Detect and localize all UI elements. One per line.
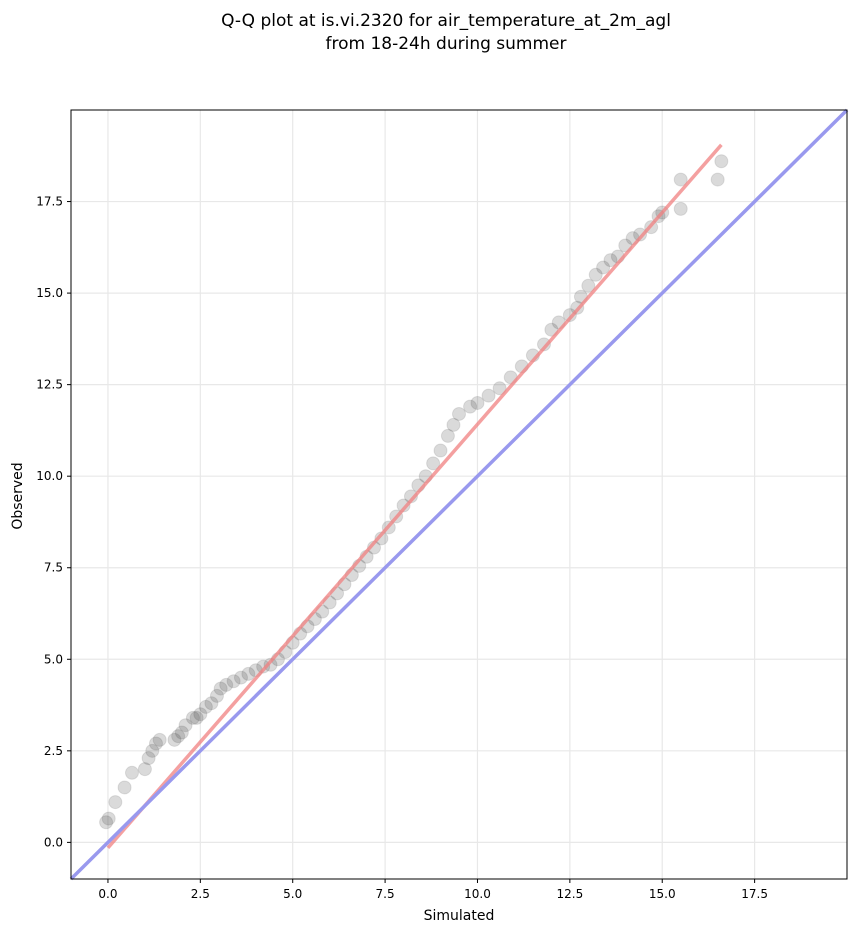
y-tick-label: 10.0 — [36, 469, 63, 483]
x-tick-label: 2.5 — [191, 887, 210, 901]
qq-point — [141, 751, 156, 766]
qq-point — [470, 395, 485, 410]
qq-point — [178, 718, 193, 733]
qq-point — [263, 657, 278, 672]
qq-point — [226, 674, 241, 689]
qq-point — [596, 260, 611, 275]
qq-point — [536, 337, 551, 352]
identity-line — [69, 108, 849, 881]
qq-point — [193, 707, 208, 722]
x-tick-label: 12.5 — [556, 887, 583, 901]
y-tick-label: 15.0 — [36, 286, 63, 300]
qq-point — [440, 428, 455, 443]
qq-point — [481, 388, 496, 403]
y-axis-label: Observed — [10, 462, 26, 529]
qq-point — [562, 308, 577, 323]
y-tick-label: 0.0 — [44, 835, 63, 849]
qq-point — [198, 699, 213, 714]
qq-point — [145, 743, 160, 758]
qq-point — [101, 811, 116, 826]
qq-point — [148, 736, 163, 751]
qq-point — [213, 681, 228, 696]
x-axis-label: Simulated — [424, 908, 495, 924]
qq-point — [209, 688, 224, 703]
qq-point — [108, 795, 123, 810]
fit-line — [106, 143, 723, 850]
qq-point — [603, 253, 618, 268]
qq-point — [241, 666, 256, 681]
x-tick-label: 7.5 — [376, 887, 395, 901]
qq-point — [492, 381, 507, 396]
x-tick-label: 0.0 — [98, 887, 117, 901]
y-tick-label: 17.5 — [36, 195, 63, 209]
x-tick-label: 10.0 — [464, 887, 491, 901]
qq-point — [204, 696, 219, 711]
plot-frame — [70, 109, 848, 880]
qq-point — [256, 659, 271, 674]
y-tick-label: 7.5 — [44, 561, 63, 575]
qq-point — [167, 732, 182, 747]
x-tick-label: 17.5 — [741, 887, 768, 901]
qq-point — [171, 729, 186, 744]
qq-point — [396, 498, 411, 513]
qq-point — [463, 399, 478, 414]
qq-point — [152, 732, 167, 747]
qq-point — [673, 172, 688, 187]
qq-point — [588, 267, 603, 282]
axis-ticks: 0.0 2.5 5.0 7.5 10.0 12.5 15.0 17.5 0.0 2.5 5.0 7.5… — [36, 195, 768, 901]
y-tick-label: 5.0 — [44, 652, 63, 666]
qq-point — [452, 406, 466, 421]
qq-point — [99, 815, 114, 830]
qq-point — [446, 417, 461, 432]
data-points — [99, 154, 729, 830]
qq-point — [137, 762, 152, 777]
qq-point — [581, 278, 596, 293]
chart-title-line-1: Q-Q plot at is.vi.2320 for air_temperatu… — [221, 11, 671, 31]
qq-point — [714, 154, 729, 169]
qq-point — [117, 780, 132, 795]
qq-point — [185, 710, 200, 725]
chart-title-line-2: from 18-24h during summer — [326, 34, 567, 54]
y-tick-label: 2.5 — [44, 744, 63, 758]
grid-lines — [71, 110, 847, 879]
qq-point — [633, 227, 648, 242]
qq-point — [174, 725, 189, 740]
y-tick-label: 12.5 — [36, 378, 63, 392]
qq-point — [710, 172, 725, 187]
qq-point — [219, 677, 234, 692]
qq-point — [189, 710, 204, 725]
qq-point — [673, 201, 688, 216]
qq-point — [233, 670, 248, 685]
qq-point — [433, 443, 448, 458]
qq-point — [426, 456, 441, 471]
x-tick-label: 15.0 — [649, 887, 676, 901]
x-tick-label: 5.0 — [283, 887, 302, 901]
reference-lines — [69, 108, 849, 881]
qq-point — [124, 765, 139, 780]
